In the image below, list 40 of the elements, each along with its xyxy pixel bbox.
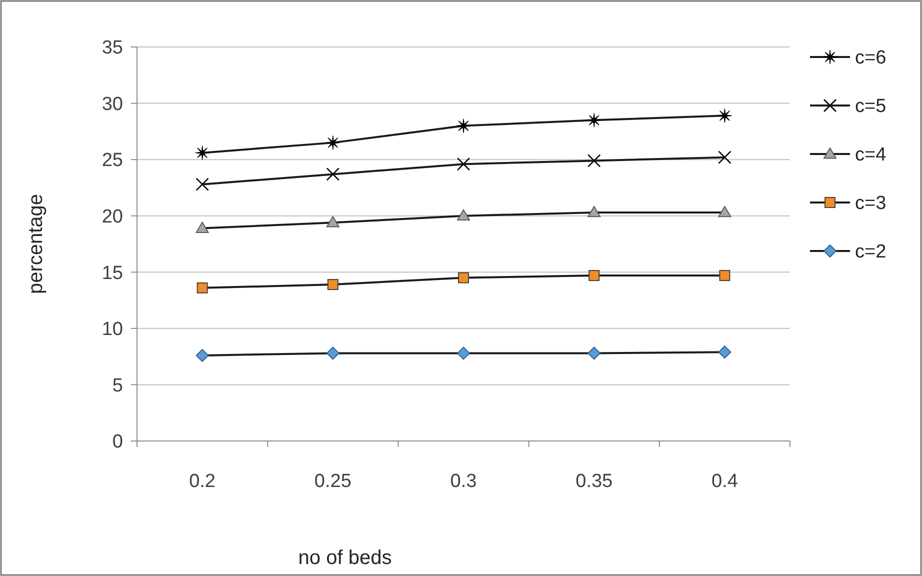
x-tick-label: 0.2 bbox=[189, 471, 216, 492]
y-tick-label: 10 bbox=[102, 319, 123, 340]
point bbox=[326, 216, 340, 228]
point bbox=[588, 346, 601, 360]
y-tick-label: 25 bbox=[102, 150, 123, 172]
point bbox=[195, 146, 210, 160]
point bbox=[457, 209, 470, 221]
point bbox=[588, 206, 601, 218]
x-tick-label: 0.3 bbox=[450, 471, 477, 492]
point bbox=[456, 118, 471, 134]
point bbox=[586, 112, 602, 128]
x-tick-label: 0.4 bbox=[711, 471, 738, 492]
legend-label: c=4 bbox=[855, 144, 887, 166]
point bbox=[196, 348, 209, 362]
y-axis-title: percentage bbox=[25, 194, 47, 294]
x-axis-title: no of beds bbox=[298, 547, 392, 569]
point bbox=[326, 135, 340, 150]
y-tick-label: 15 bbox=[102, 262, 123, 284]
y-tick-label: 30 bbox=[102, 94, 123, 115]
point bbox=[196, 282, 208, 294]
point bbox=[718, 346, 732, 359]
y-tick-label: 20 bbox=[102, 206, 123, 228]
point bbox=[326, 346, 340, 360]
legend-label: c=2 bbox=[855, 242, 886, 263]
point bbox=[717, 108, 732, 123]
x-tick-label: 0.25 bbox=[314, 471, 352, 492]
legend-label: c=5 bbox=[855, 96, 886, 118]
point bbox=[718, 206, 732, 218]
y-tick-label: 0 bbox=[112, 432, 123, 453]
legend-label: c=6 bbox=[855, 48, 886, 69]
point bbox=[457, 346, 470, 360]
point bbox=[458, 272, 469, 284]
legend-label: c=3 bbox=[855, 193, 886, 214]
point bbox=[196, 222, 209, 233]
point bbox=[327, 279, 338, 290]
point bbox=[588, 270, 600, 282]
y-tick-label: 35 bbox=[102, 38, 123, 59]
point bbox=[719, 270, 730, 282]
y-tick-label: 5 bbox=[112, 375, 123, 396]
x-tick-label: 0.35 bbox=[576, 471, 613, 492]
